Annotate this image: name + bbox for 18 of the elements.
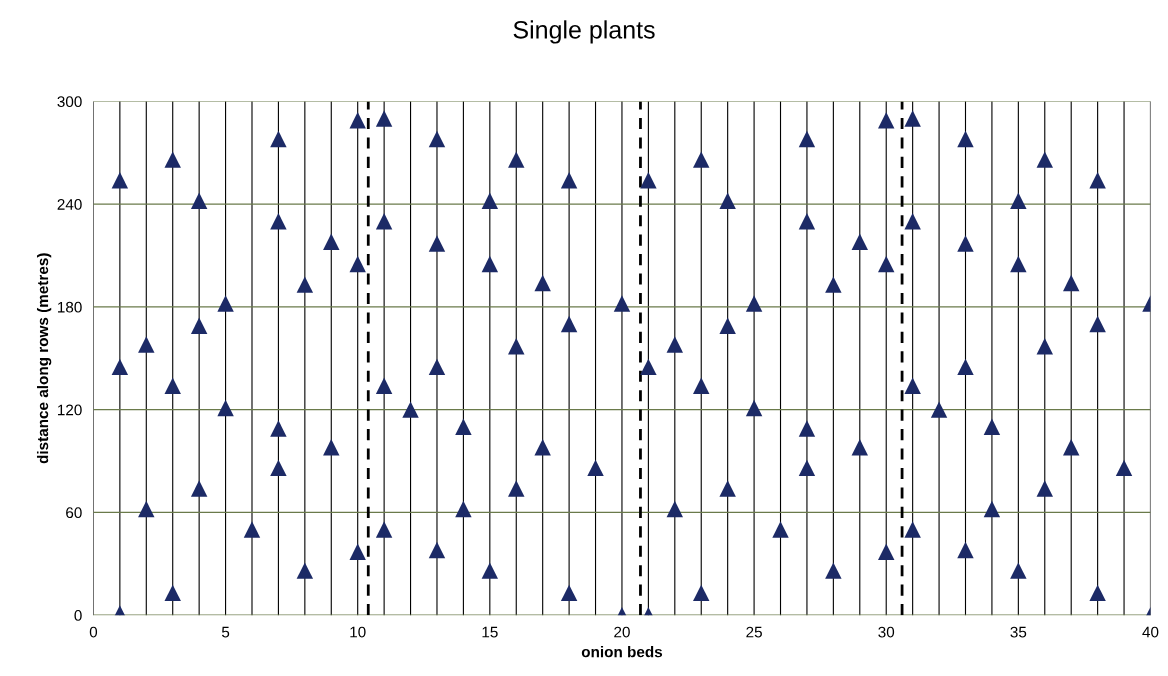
x-axis-title: onion beds	[581, 646, 663, 658]
x-tick-label: 0	[89, 626, 98, 638]
x-tick-label: 40	[1142, 626, 1159, 638]
x-tick-label: 30	[878, 626, 895, 638]
y-tick-label: 180	[58, 301, 82, 313]
chart-title: Single plants	[513, 20, 655, 44]
x-tick-label: 25	[746, 626, 762, 638]
x-tick-label: 10	[350, 626, 366, 638]
x-tick-label: 15	[482, 626, 498, 638]
y-tick-label: 300	[57, 96, 82, 108]
y-axis-title: distance along rows (metres)	[36, 253, 52, 464]
y-tick-label: 0	[74, 610, 82, 621]
x-tick-label: 5	[221, 626, 230, 638]
y-tick-label: 240	[57, 199, 82, 210]
y-tick-label: 120	[58, 404, 82, 416]
x-tick-label: 35	[1010, 626, 1027, 638]
y-tick-label: 60	[66, 507, 82, 519]
x-tick-label: 20	[614, 626, 630, 638]
